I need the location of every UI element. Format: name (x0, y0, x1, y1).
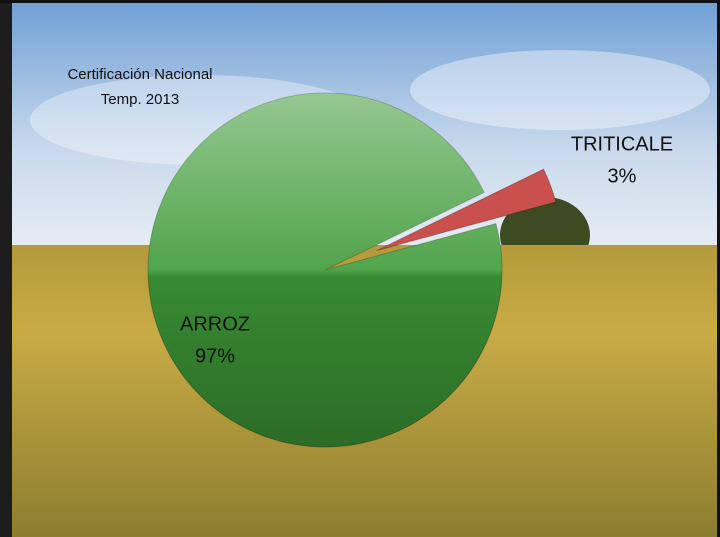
slice-label: TRITICALE (571, 133, 673, 155)
chart-subtitle: Temp. 2013 (101, 91, 179, 108)
value-label: 3% (608, 165, 637, 187)
page: Certificación Nacional Temp. 2013 ARROZ 9… (0, 0, 720, 537)
slice-label: ARROZ (180, 313, 250, 335)
chart-title: Certificación Nacional (67, 66, 212, 83)
slice-shading (148, 93, 502, 447)
value-label: 97% (195, 345, 235, 367)
frame (0, 0, 12, 537)
frame (0, 0, 720, 3)
cloud (410, 50, 710, 130)
